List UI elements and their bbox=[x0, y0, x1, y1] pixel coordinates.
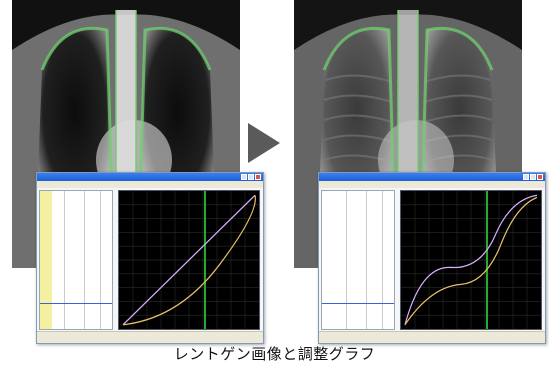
minimize-button[interactable] bbox=[523, 174, 529, 180]
column-divider bbox=[100, 191, 101, 329]
maximize-button[interactable] bbox=[248, 174, 254, 180]
tone-curve-svg bbox=[119, 191, 259, 329]
status-bar bbox=[37, 331, 263, 343]
lut-table-panel[interactable] bbox=[321, 190, 395, 330]
close-button[interactable] bbox=[537, 174, 543, 180]
lut-table-panel[interactable] bbox=[39, 190, 113, 330]
tone-curve-graph[interactable] bbox=[118, 190, 260, 330]
maximize-button[interactable] bbox=[530, 174, 536, 180]
tone-curve-svg bbox=[401, 191, 541, 329]
caption-text: レントゲン画像と調整グラフ bbox=[173, 345, 376, 363]
adjust-window-left bbox=[36, 172, 264, 344]
adjust-window-right bbox=[318, 172, 546, 344]
selected-row-marker bbox=[322, 303, 394, 304]
column-divider bbox=[84, 191, 85, 329]
menu-bar bbox=[319, 181, 545, 188]
minimize-button[interactable] bbox=[241, 174, 247, 180]
menu-bar bbox=[37, 181, 263, 188]
s-curve-upper bbox=[404, 194, 538, 325]
arrow-icon bbox=[248, 123, 280, 163]
close-button[interactable] bbox=[255, 174, 261, 180]
linear-curve bbox=[122, 194, 256, 326]
s-curve-lower bbox=[404, 196, 538, 326]
adjusted-curve bbox=[122, 195, 256, 326]
highlight-column bbox=[40, 191, 52, 329]
status-bar bbox=[319, 331, 545, 343]
tone-curve-graph[interactable] bbox=[400, 190, 542, 330]
window-titlebar bbox=[319, 173, 545, 181]
selected-row-marker bbox=[40, 303, 112, 304]
window-titlebar bbox=[37, 173, 263, 181]
column-divider bbox=[64, 191, 65, 329]
column-divider bbox=[346, 191, 347, 329]
column-divider bbox=[382, 191, 383, 329]
column-divider bbox=[366, 191, 367, 329]
